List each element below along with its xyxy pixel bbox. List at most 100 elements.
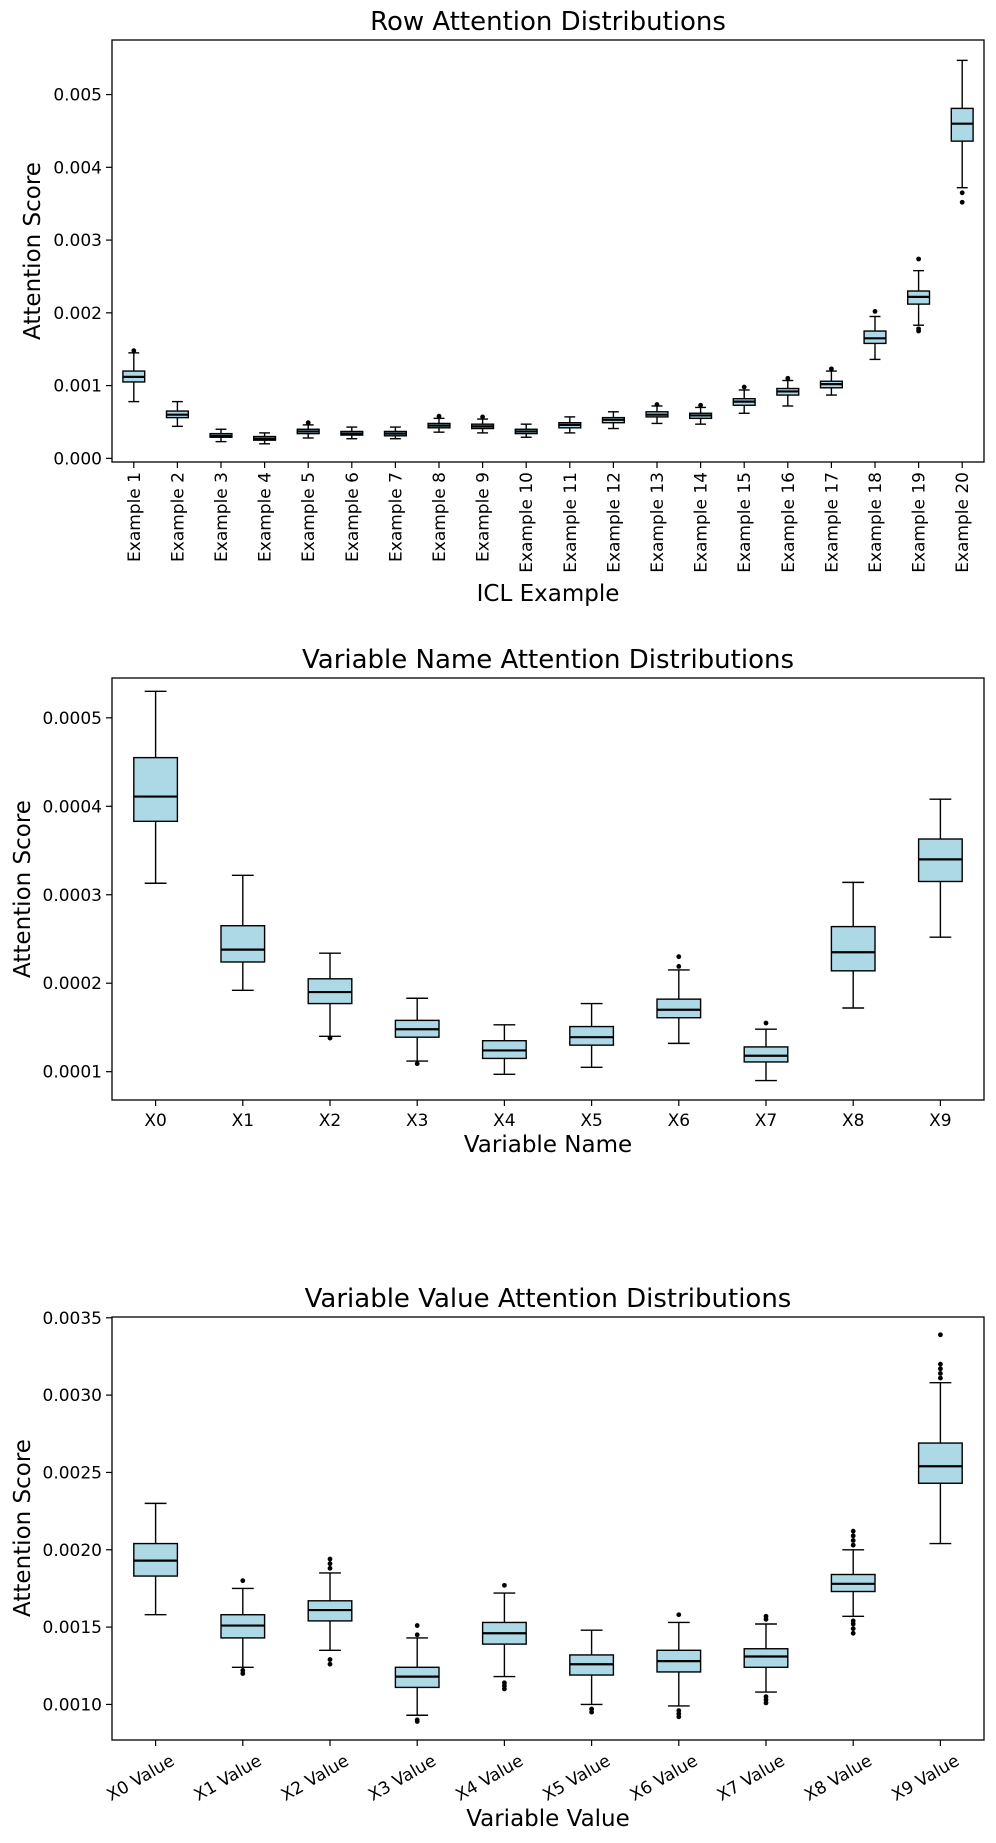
x-tick-label: Example 13	[648, 472, 668, 573]
outlier-point	[872, 308, 878, 314]
outlier-point	[480, 414, 485, 420]
outlier-point	[436, 413, 442, 419]
box-iqr	[830, 925, 876, 972]
x-tick-label: X9	[929, 1111, 951, 1131]
box-series	[133, 1332, 963, 1724]
box-example-4	[252, 432, 277, 445]
x-tick-label: Example 5	[299, 472, 319, 562]
outlier-point	[916, 256, 921, 262]
outlier-point	[676, 964, 682, 969]
outlier-point	[938, 1371, 943, 1376]
box-example-7	[383, 426, 407, 440]
outlier-point	[763, 1694, 769, 1700]
y-axis-ticks: 0.0010 0.0015 0.0020 0.0025 0.0030 0.0035	[43, 1309, 112, 1715]
box-example-12	[601, 411, 625, 430]
box-x1-value	[220, 1578, 266, 1676]
x-tick-label: Example 18	[866, 472, 886, 573]
y-tick-label: 0.0025	[43, 1463, 102, 1483]
y-tick-label: 0.003	[53, 231, 102, 251]
outlier-point	[959, 199, 965, 205]
box-example-6	[340, 426, 364, 440]
outlier-point	[414, 1061, 420, 1067]
box-series	[133, 690, 963, 1082]
box-x7	[743, 1020, 789, 1082]
outlier-point	[327, 1556, 333, 1562]
outlier-point	[414, 1632, 420, 1638]
box-x6-value	[656, 1612, 702, 1720]
x-tick-label: Example 9	[474, 472, 494, 562]
plot-frame	[111, 39, 985, 463]
box-iqr	[133, 756, 179, 823]
x-axis-ticks: X0 X1 X2 X3 X4 X5 X6 X7 X8 X9	[144, 1100, 952, 1131]
outlier-point	[938, 1332, 943, 1338]
y-tick-label: 0.0035	[43, 1309, 102, 1329]
outlier-point	[589, 1706, 594, 1712]
box-x4	[481, 1024, 527, 1076]
box-example-10	[514, 423, 538, 438]
box-iqr	[220, 925, 266, 963]
outlier-point	[305, 420, 311, 426]
box-x8	[830, 881, 876, 1009]
outlier-point	[414, 1623, 420, 1628]
outlier-point	[850, 1618, 856, 1624]
outlier-point	[829, 366, 834, 372]
box-x6	[656, 954, 702, 1045]
box-example-13	[645, 402, 669, 425]
outlier-point	[654, 402, 660, 407]
box-iqr	[656, 998, 702, 1019]
y-axis-label: Attention Score	[20, 162, 46, 340]
x-tick-label: X6	[668, 1111, 690, 1131]
box-example-14	[689, 402, 713, 425]
x-tick-label: Example 17	[822, 472, 842, 573]
x-tick-label: Example 10	[517, 472, 537, 573]
outlier-point	[763, 1020, 769, 1026]
box-x2	[307, 952, 353, 1041]
box-x2-value	[307, 1556, 353, 1667]
outlier-point	[676, 1708, 682, 1714]
y-axis-ticks: 0.0001 0.0002 0.0003 0.0004 0.0005	[43, 709, 112, 1083]
box-x8-value	[830, 1528, 876, 1636]
outlier-point	[938, 1366, 943, 1372]
x-tick-label: X1	[232, 1111, 254, 1131]
box-series	[122, 59, 974, 445]
y-tick-label: 0.001	[53, 377, 102, 397]
box-x9	[917, 798, 963, 938]
box-example-19	[907, 256, 931, 334]
box-example-17	[819, 366, 843, 396]
outlier-point	[327, 1661, 333, 1667]
x-tick-label: Example 2	[168, 472, 188, 562]
x-tick-label: X0	[144, 1111, 166, 1131]
y-tick-label: 0.0005	[43, 709, 102, 729]
chart-title: Variable Value Attention Distributions	[305, 1284, 792, 1314]
x-tick-label: Example 12	[604, 472, 624, 573]
y-axis-ticks: 0.000 0.001 0.002 0.003 0.004 0.005	[53, 86, 112, 469]
box-example-1	[122, 348, 146, 403]
outlier-point	[327, 1565, 333, 1571]
y-tick-label: 0.002	[53, 304, 102, 324]
variable-name-attention-chart: Variable Name Attention Distributions 0.…	[10, 645, 985, 1158]
x-tick-label: Example 19	[910, 472, 930, 573]
box-example-18	[863, 308, 887, 361]
outlier-point	[676, 1612, 682, 1618]
plot-frame	[111, 677, 985, 1101]
box-iqr	[917, 1442, 963, 1484]
x-tick-label: X8	[842, 1111, 864, 1131]
outlier-point	[959, 190, 965, 196]
y-tick-label: 0.005	[53, 86, 102, 106]
outlier-point	[327, 1657, 333, 1662]
outlier-point	[240, 1668, 246, 1673]
y-tick-label: 0.000	[53, 449, 102, 469]
x-axis-ticks: Example 1 Example 2 Example 3 Example 4 Exam…	[125, 462, 973, 573]
x-tick-label: Example 4	[256, 472, 276, 562]
box-x3-value	[394, 1623, 440, 1724]
box-example-2	[165, 400, 189, 428]
row-attention-chart: Row Attention Distributions 0.0000.0010.…	[20, 7, 985, 607]
outlier-point	[938, 1361, 943, 1367]
outlier-point	[327, 1561, 333, 1567]
box-example-16	[776, 375, 800, 407]
x-tick-label: X3	[406, 1111, 428, 1131]
outlier-point	[850, 1626, 856, 1632]
box-x0	[133, 690, 179, 884]
x-tick-label: X7	[755, 1111, 777, 1131]
